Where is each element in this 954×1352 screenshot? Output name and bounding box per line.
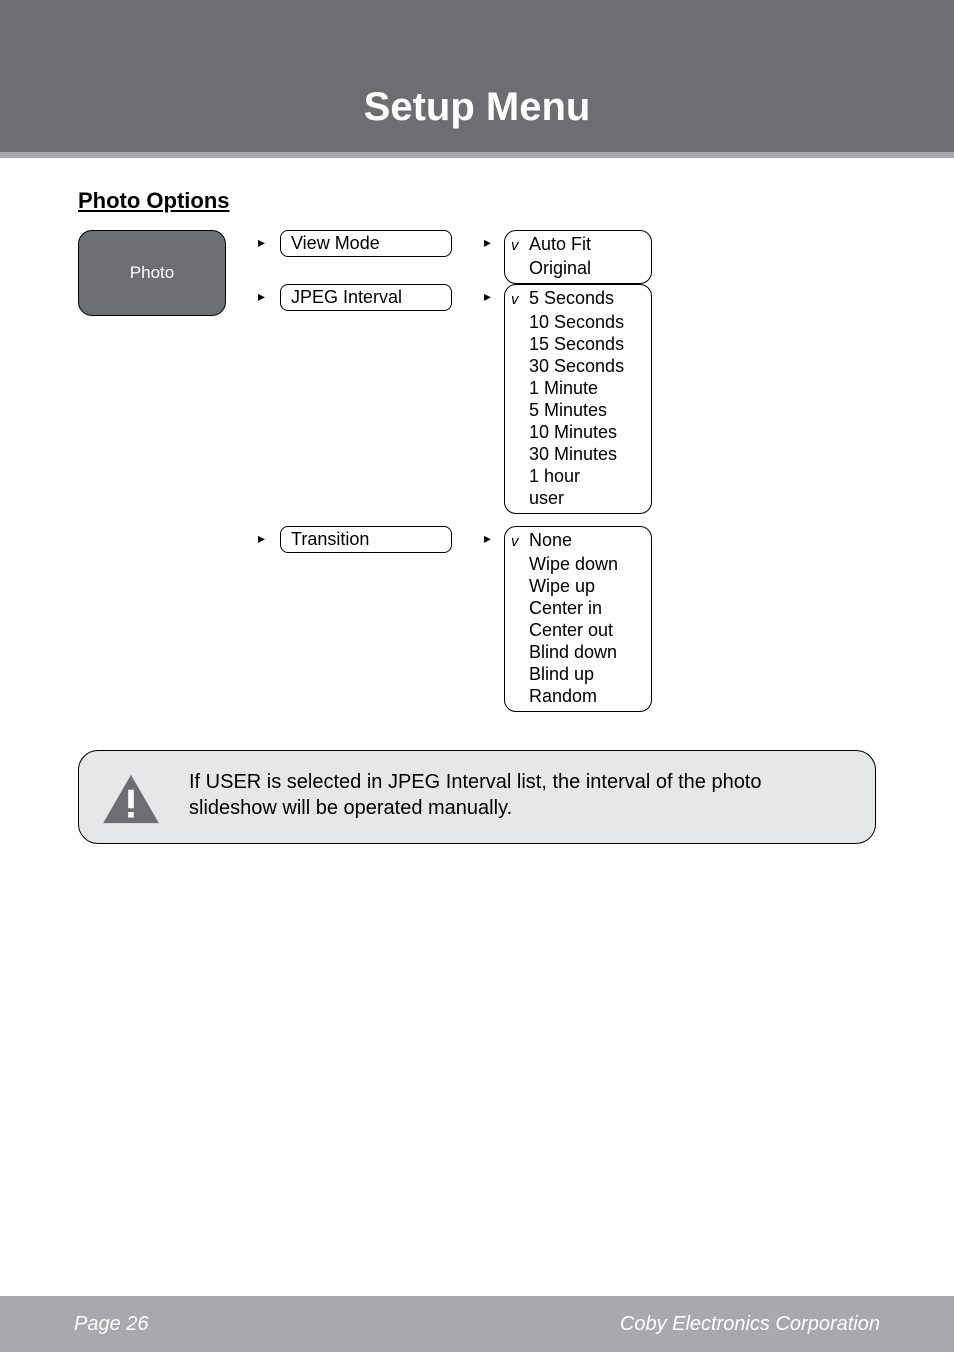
option-list-item: 30 Minutes (511, 443, 645, 465)
option-list-item-label: Blind down (529, 641, 645, 663)
option-list-item: v5 Seconds (511, 287, 645, 311)
arrow-icon: ▸ (258, 234, 265, 251)
option-list-item: 1 Minute (511, 377, 645, 399)
option-list-item-label: Center out (529, 619, 645, 641)
page-number: Page 26 (74, 1313, 149, 1336)
option-list-item: Wipe down (511, 553, 645, 575)
option-list-item-label: Blind up (529, 663, 645, 685)
section-title: Photo Options (78, 188, 876, 214)
option-list-item-label: user (529, 487, 645, 509)
option-list-item-label: Center in (529, 597, 645, 619)
footer-company: Coby Electronics Corporation (620, 1313, 880, 1336)
option-list-item: Blind down (511, 641, 645, 663)
check-icon: v (511, 531, 529, 553)
option-list-item-label: 30 Seconds (529, 355, 645, 377)
option-list-item: user (511, 487, 645, 509)
option-list-item: 10 Minutes (511, 421, 645, 443)
option-list-item-label: Auto Fit (529, 233, 645, 255)
arrow-icon: ▸ (258, 530, 265, 547)
option-list-jpeg-interval: v5 Seconds10 Seconds15 Seconds30 Seconds… (504, 284, 652, 514)
check-icon: v (511, 289, 529, 311)
option-box-view-mode: View Mode (280, 230, 452, 257)
photo-category-box: Photo (78, 230, 226, 316)
option-list-item-label: Wipe up (529, 575, 645, 597)
page-footer: Page 26 Coby Electronics Corporation (0, 1296, 954, 1352)
arrow-icon: ▸ (484, 530, 491, 547)
option-list-item: Center in (511, 597, 645, 619)
option-list-item-label: 5 Seconds (529, 287, 645, 309)
info-note-text: If USER is selected in JPEG Interval lis… (189, 769, 853, 821)
option-list-item-label: 1 Minute (529, 377, 645, 399)
option-list-item-label: None (529, 529, 645, 551)
warning-icon (101, 773, 161, 825)
option-list-item-label: 5 Minutes (529, 399, 645, 421)
option-list-item-label: 30 Minutes (529, 443, 645, 465)
option-list-item: vNone (511, 529, 645, 553)
page-header: Setup Menu (0, 0, 954, 158)
page-content: Photo Options Photo ▸ ▸ ▸ ▸ ▸ ▸ View Mod… (0, 158, 954, 844)
option-list-item: Random (511, 685, 645, 707)
option-list-item: Blind up (511, 663, 645, 685)
option-list-item: 5 Minutes (511, 399, 645, 421)
option-list-item-label: 15 Seconds (529, 333, 645, 355)
option-list-transition: vNoneWipe downWipe upCenter inCenter out… (504, 526, 652, 712)
check-icon: v (511, 235, 529, 257)
option-list-item-label: Wipe down (529, 553, 645, 575)
option-list-item: 10 Seconds (511, 311, 645, 333)
option-list-item: Wipe up (511, 575, 645, 597)
option-list-item: Original (511, 257, 645, 279)
option-box-transition: Transition (280, 526, 452, 553)
option-list-item-label: 1 hour (529, 465, 645, 487)
option-list-item: vAuto Fit (511, 233, 645, 257)
option-list-item-label: 10 Minutes (529, 421, 645, 443)
option-list-item: 30 Seconds (511, 355, 645, 377)
option-list-item: 15 Seconds (511, 333, 645, 355)
option-box-jpeg-interval: JPEG Interval (280, 284, 452, 311)
arrow-icon: ▸ (484, 234, 491, 251)
option-list-item: 1 hour (511, 465, 645, 487)
option-list-item-label: Random (529, 685, 645, 707)
options-diagram: Photo ▸ ▸ ▸ ▸ ▸ ▸ View Mode JPEG Interva… (78, 230, 663, 730)
option-list-item: Center out (511, 619, 645, 641)
info-note-box: If USER is selected in JPEG Interval lis… (78, 750, 876, 844)
option-list-item-label: 10 Seconds (529, 311, 645, 333)
arrow-icon: ▸ (484, 288, 491, 305)
option-list-item-label: Original (529, 257, 645, 279)
option-list-view-mode: vAuto FitOriginal (504, 230, 652, 284)
arrow-icon: ▸ (258, 288, 265, 305)
page-title: Setup Menu (364, 85, 591, 130)
